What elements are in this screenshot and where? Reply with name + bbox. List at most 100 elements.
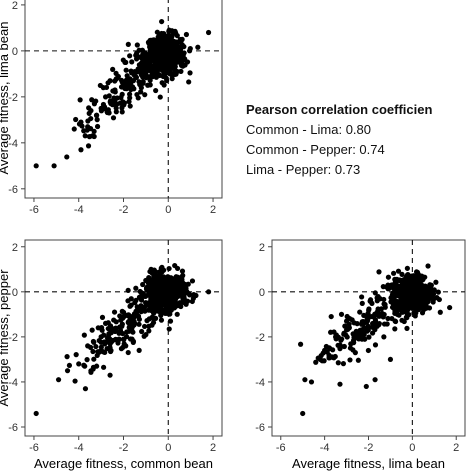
data-point — [134, 304, 141, 311]
data-point — [177, 300, 183, 306]
data-point — [173, 43, 179, 49]
data-point — [90, 348, 96, 355]
y-tick-label: 0 — [12, 287, 18, 299]
data-point — [110, 88, 116, 94]
data-point — [159, 301, 165, 307]
data-point — [352, 350, 358, 356]
data-point — [169, 28, 175, 34]
x-tick-label: -4 — [74, 204, 84, 216]
data-point — [365, 325, 372, 331]
data-point — [405, 293, 411, 299]
data-point — [158, 44, 165, 50]
data-point — [123, 67, 129, 73]
data-point — [390, 290, 396, 296]
data-point — [98, 344, 104, 350]
data-point — [117, 327, 124, 333]
data-point — [132, 73, 139, 79]
data-point — [155, 279, 161, 285]
data-point — [382, 301, 388, 308]
data-point — [113, 319, 119, 325]
data-point — [361, 312, 367, 318]
data-point — [79, 123, 85, 129]
data-point — [205, 29, 212, 36]
data-point — [98, 325, 105, 331]
y-tick-label: 2 — [12, 242, 18, 254]
data-point — [143, 332, 149, 338]
data-point — [394, 311, 401, 317]
data-point — [125, 41, 131, 48]
data-point — [85, 118, 91, 124]
data-point — [412, 310, 418, 316]
data-point — [167, 39, 173, 45]
data-point — [409, 283, 415, 289]
data-point — [116, 336, 122, 342]
data-point — [365, 347, 371, 354]
data-point — [326, 355, 333, 361]
data-point — [154, 285, 160, 291]
data-point — [100, 85, 106, 91]
data-point — [187, 48, 193, 54]
data-point — [132, 300, 138, 306]
data-point — [302, 377, 308, 383]
data-point — [119, 109, 125, 115]
data-point — [187, 70, 193, 76]
data-point — [317, 356, 323, 363]
data-point — [433, 279, 439, 285]
data-point — [94, 112, 100, 118]
data-point — [166, 306, 173, 313]
x-tick-label: -6 — [29, 204, 39, 216]
data-point — [391, 299, 397, 305]
data-point — [72, 378, 78, 384]
data-point — [82, 133, 88, 139]
data-point — [195, 44, 201, 50]
data-point — [146, 323, 152, 329]
data-point — [154, 29, 160, 35]
data-point — [124, 329, 130, 335]
x-tick-label: -4 — [320, 442, 330, 454]
data-point — [392, 304, 398, 311]
data-point — [119, 308, 125, 314]
x-tick-label: 2 — [453, 442, 459, 454]
data-point — [404, 265, 410, 271]
data-point — [185, 281, 191, 287]
data-point — [327, 329, 334, 335]
data-point — [350, 337, 357, 344]
data-point — [173, 289, 180, 295]
data-point — [410, 274, 416, 280]
x-axis-label: Average fitness, common bean — [34, 456, 213, 471]
data-point — [385, 274, 392, 280]
data-point — [392, 326, 398, 332]
data-point — [165, 280, 171, 286]
data-point — [375, 306, 381, 312]
data-point — [91, 128, 97, 134]
data-point — [101, 364, 107, 370]
data-point — [172, 262, 178, 269]
data-point — [138, 55, 145, 61]
data-point — [423, 302, 429, 308]
data-point — [351, 320, 357, 326]
data-point — [385, 315, 391, 322]
data-point — [369, 330, 376, 336]
data-point — [347, 357, 353, 363]
data-point — [81, 332, 87, 338]
data-point — [297, 341, 304, 347]
x-tick-label: -2 — [364, 442, 374, 454]
data-point — [333, 334, 339, 340]
data-point — [132, 313, 138, 320]
data-point — [435, 289, 441, 295]
data-point — [152, 300, 158, 306]
data-point — [387, 356, 394, 363]
data-point — [402, 279, 408, 285]
correlation-title: Pearson correlation coefficien — [246, 102, 433, 117]
data-point — [174, 33, 180, 39]
x-tick-label: 2 — [210, 204, 216, 216]
data-point — [166, 64, 172, 70]
x-tick-label: 0 — [409, 442, 415, 454]
correlation-line-lima-pepper: Lima - Pepper: 0.73 — [246, 162, 361, 177]
y-tick-label: -2 — [8, 332, 18, 344]
data-point — [419, 273, 425, 279]
data-point — [308, 379, 315, 385]
data-point — [118, 346, 125, 352]
data-point — [77, 97, 83, 103]
